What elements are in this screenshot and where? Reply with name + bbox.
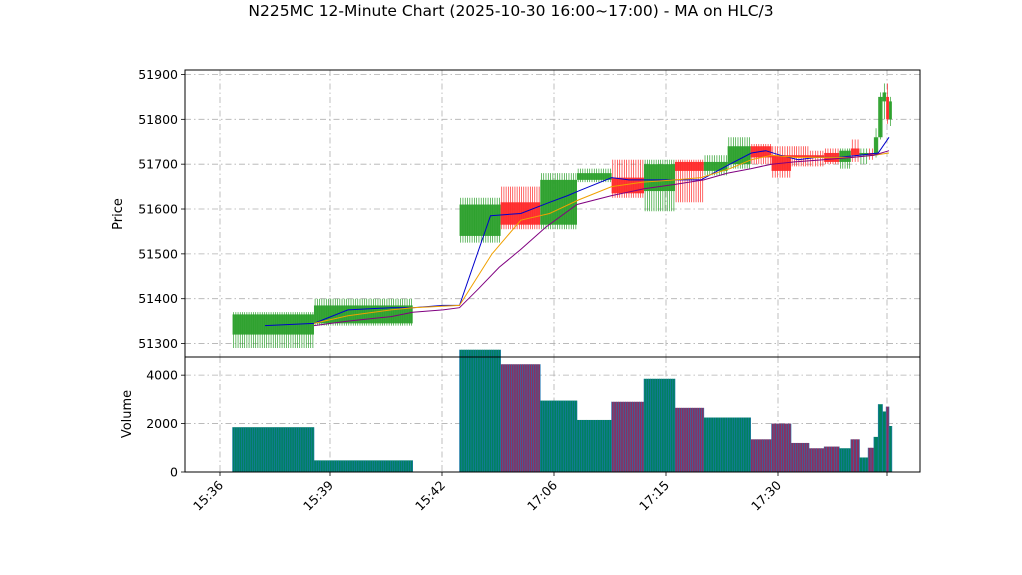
candle-body: [703, 161, 728, 171]
volume-bar: [577, 419, 612, 472]
volume-bar: [878, 404, 883, 472]
volume-bar: [873, 436, 879, 472]
price-grid: [185, 70, 920, 357]
volume-axis-label: Volume: [120, 390, 135, 438]
price-tick-label: 51400: [138, 291, 178, 306]
volume-bar: [839, 448, 851, 472]
volume-panel-frame: [184, 356, 921, 473]
volume-bar: [882, 411, 887, 472]
volume-bar: [232, 427, 314, 472]
price-tick-label: 51800: [138, 112, 178, 127]
volume-bar: [889, 426, 892, 472]
moving-average-line-ma-mid: [313, 152, 890, 324]
price-tick-label: 51500: [138, 246, 178, 261]
price-axis-label: Price: [111, 198, 126, 230]
price-tick-label: 51700: [138, 157, 178, 172]
volume-bar: [859, 457, 869, 472]
candle-body: [459, 204, 501, 236]
volume-bar: [850, 439, 860, 472]
candle-body: [791, 155, 810, 158]
volume-tick-label: 0: [170, 465, 178, 480]
chart-title: N225MC 12-Minute Chart (2025-10-30 16:00…: [248, 2, 773, 20]
price-tick-label: 51900: [138, 67, 178, 82]
volume-tick-label: 2000: [146, 416, 178, 431]
volume-bar: [750, 439, 772, 472]
moving-average-lines: [264, 137, 890, 327]
price-tick-label: 51600: [138, 202, 178, 217]
volume-bar: [886, 406, 890, 472]
volume-bars: [232, 349, 893, 472]
volume-bar: [675, 407, 704, 472]
price-tick-label: 51300: [138, 336, 178, 351]
volume-tick-label: 4000: [146, 368, 178, 383]
moving-average-line-ma-long: [313, 150, 890, 327]
candle-body: [809, 155, 825, 158]
